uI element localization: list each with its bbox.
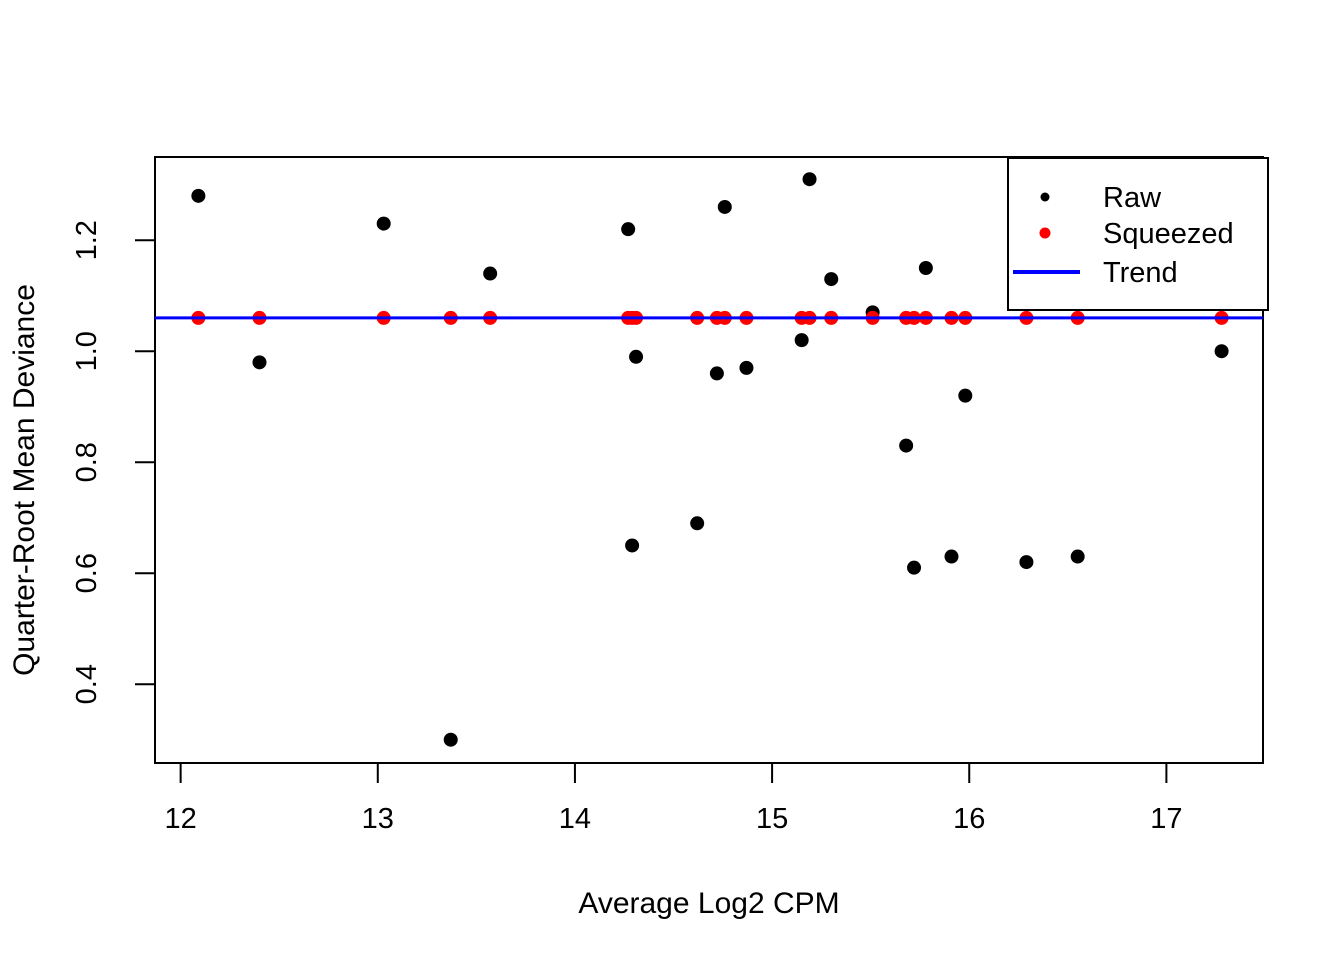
raw-point bbox=[824, 272, 839, 287]
y-axis-tick-label: 1.0 bbox=[71, 331, 103, 371]
plot-border bbox=[154, 156, 1264, 764]
raw-point bbox=[958, 388, 973, 403]
legend-squeezed-dot-icon bbox=[1039, 227, 1051, 239]
raw-point bbox=[739, 360, 754, 375]
y-axis-tick-label: 0.6 bbox=[71, 553, 103, 593]
raw-point bbox=[1214, 344, 1229, 359]
raw-point bbox=[1019, 555, 1034, 570]
raw-point bbox=[907, 560, 922, 575]
plot-area: 12 13 14 15 16 17 0.4 0.6 0.8 1.0 1.2 bbox=[71, 172, 1263, 835]
legend-raw-dot-icon bbox=[1040, 192, 1050, 202]
raw-point bbox=[918, 260, 933, 275]
raw-point bbox=[252, 355, 267, 370]
raw-point bbox=[625, 538, 640, 553]
raw-point bbox=[443, 732, 458, 747]
x-axis-tick-label: 15 bbox=[756, 803, 788, 835]
y-axis-title: Quarter-Root Mean Deviance bbox=[8, 284, 41, 676]
raw-point bbox=[802, 172, 817, 187]
y-axis-tick-label: 1.2 bbox=[71, 220, 103, 260]
x-axis-tick-label: 12 bbox=[164, 803, 196, 835]
legend-label-raw: Raw bbox=[1103, 182, 1162, 214]
y-axis-tick-label: 0.4 bbox=[71, 664, 103, 704]
x-axis-tick-label: 13 bbox=[362, 803, 394, 835]
raw-point bbox=[717, 199, 732, 214]
raw-point bbox=[483, 266, 498, 281]
legend-label-trend: Trend bbox=[1103, 257, 1178, 289]
raw-point bbox=[794, 333, 809, 348]
raw-point bbox=[629, 349, 644, 364]
y-axis-tick-label: 0.8 bbox=[71, 442, 103, 482]
raw-point bbox=[944, 549, 959, 564]
raw-point bbox=[709, 366, 724, 381]
raw-point bbox=[191, 188, 206, 203]
x-axis-tick-label: 17 bbox=[1150, 803, 1182, 835]
x-axis-title: Average Log2 CPM bbox=[578, 887, 839, 920]
raw-point bbox=[690, 516, 705, 531]
x-axis-tick-label: 16 bbox=[953, 803, 985, 835]
legend: Raw Squeezed Trend bbox=[1007, 157, 1269, 311]
raw-point bbox=[1070, 549, 1085, 564]
legend-box bbox=[1007, 157, 1269, 311]
x-axis-tick-label: 14 bbox=[559, 803, 591, 835]
raw-point bbox=[899, 438, 914, 453]
legend-label-squeezed: Squeezed bbox=[1103, 218, 1234, 250]
raw-point bbox=[621, 222, 636, 237]
raw-point bbox=[376, 216, 391, 231]
